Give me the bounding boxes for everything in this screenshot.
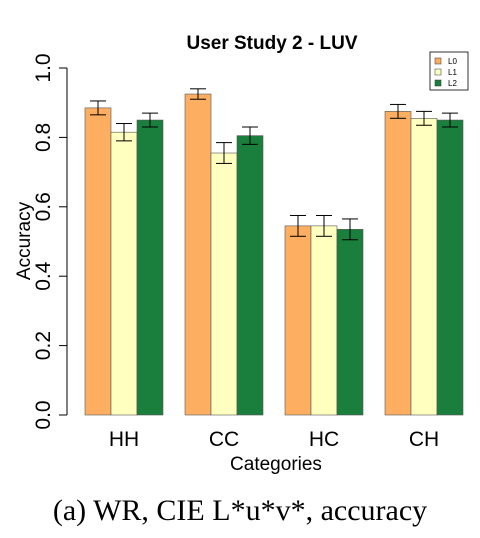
x-tick-label: HC [309,428,339,451]
y-axis: 0.0 0.2 0.4 0.6 0.8 1.0 [32,53,67,429]
x-axis-label: Categories [230,454,322,475]
bar [311,226,337,415]
y-tick-label: 0.6 [32,192,55,221]
bar-chart: User Study 2 - LUV Accuracy Categories 0… [0,0,480,490]
legend: L0 L1 L2 [430,52,468,90]
bar [337,229,363,415]
bar [285,226,311,415]
figure-caption: (a) WR, CIE L*u*v*, accuracy [0,494,480,528]
y-tick-label: 0.0 [32,400,55,429]
x-tick-label: CC [209,428,239,451]
bar [411,118,437,415]
x-tick-label: CH [409,428,439,451]
bar [85,108,111,415]
legend-swatch [435,58,441,64]
bar [111,132,137,415]
y-tick-label: 0.8 [32,123,55,152]
x-axis-ticks: HH CC HC CH [109,428,439,451]
bar [211,153,237,415]
bar [437,120,463,415]
legend-swatch [435,69,441,75]
y-tick-label: 1.0 [32,53,55,82]
chart-title: User Study 2 - LUV [186,33,357,54]
bar [185,94,211,415]
bars-group [85,89,463,415]
legend-swatch [435,80,441,86]
legend-label: L1 [448,68,457,77]
legend-label: L2 [448,79,457,88]
bar [385,111,411,415]
y-tick-label: 0.4 [32,261,55,291]
x-tick-label: HH [109,428,139,451]
bar [237,136,263,415]
legend-label: L0 [448,57,457,66]
y-tick-label: 0.2 [32,331,55,360]
bar [137,120,163,415]
